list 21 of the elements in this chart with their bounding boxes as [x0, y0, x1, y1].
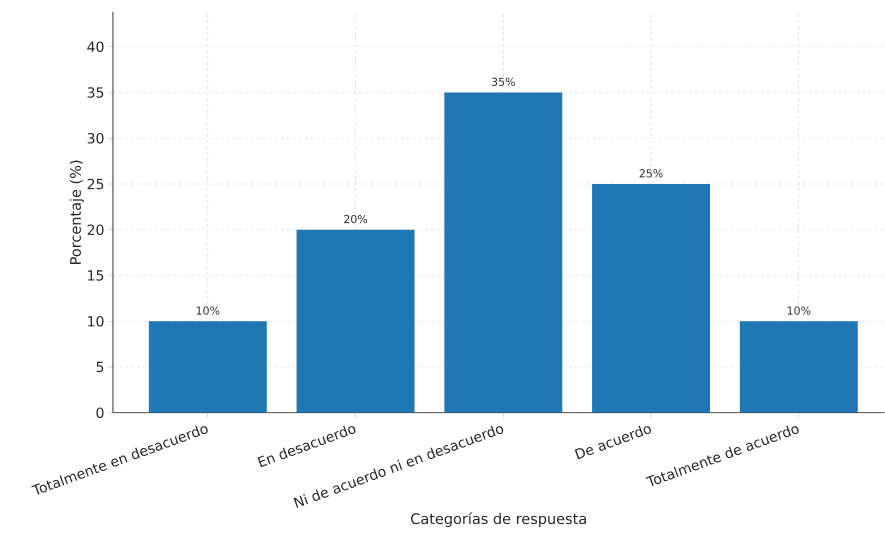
y-tick-label: 15	[88, 270, 104, 281]
bar	[296, 230, 415, 413]
x-axis-title: Categorías de respuesta	[411, 512, 586, 528]
bar	[444, 92, 562, 413]
data-label: 35%	[492, 78, 515, 86]
y-axis-title: Porcentaje (%)	[70, 160, 84, 264]
data-label: 10%	[196, 306, 220, 315]
y-tick-label: 5	[96, 362, 104, 372]
data-label: 10%	[788, 306, 810, 315]
bar	[148, 321, 267, 413]
bar	[592, 184, 710, 413]
bar	[740, 321, 858, 413]
y-tick-label: 40	[87, 42, 104, 52]
y-tick-label: 25	[88, 178, 104, 190]
y-tick-label: 10	[88, 316, 104, 327]
y-tick-label: 20	[88, 224, 104, 236]
data-label: 25%	[640, 169, 663, 178]
y-tick-label: 30	[88, 133, 104, 144]
y-tick-label: 35	[88, 87, 104, 98]
data-label: 20%	[344, 215, 368, 224]
y-tick-label: 0	[96, 408, 104, 418]
